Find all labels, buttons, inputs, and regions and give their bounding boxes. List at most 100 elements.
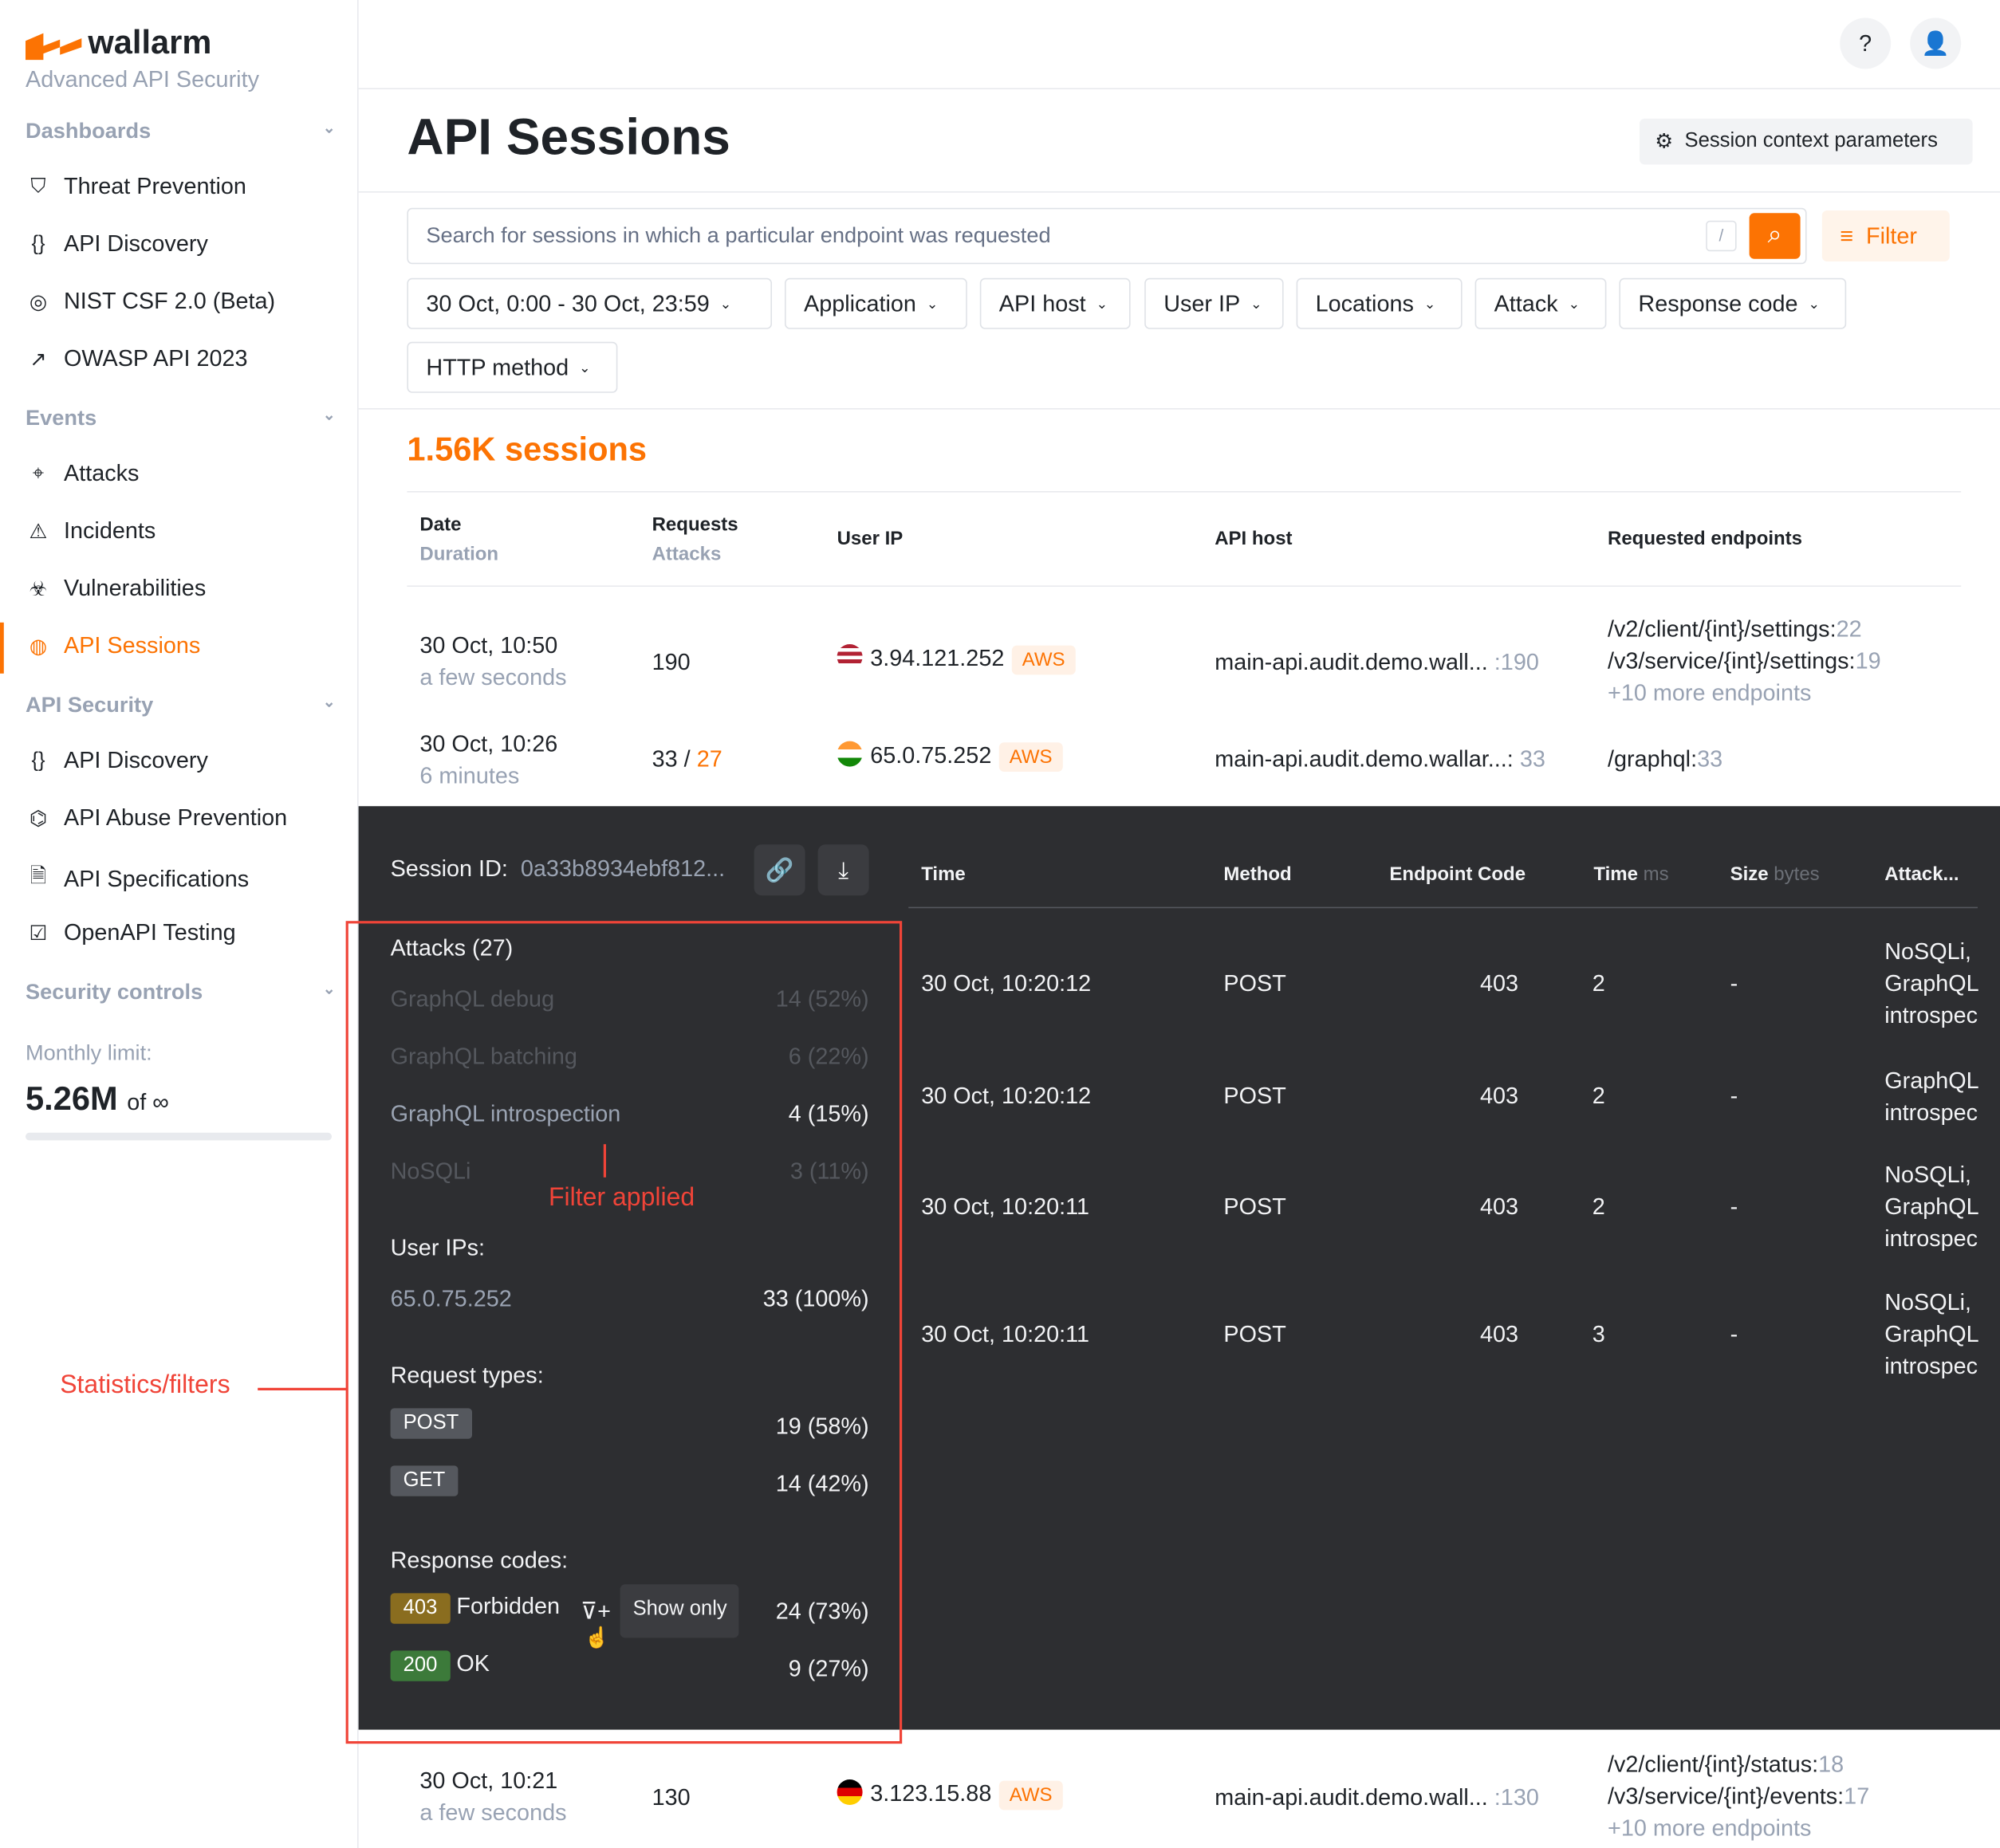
search-button[interactable]: ⌕ [1749, 213, 1801, 259]
shortcut-key: / [1706, 220, 1737, 252]
session-user-ip[interactable]: 3.123.15.88 AWS [837, 1779, 1063, 1811]
sidebar-section-events[interactable]: Events ⌄ [26, 405, 336, 431]
response-code-filter-200[interactable]: 200 OK [390, 1650, 490, 1681]
filter-chip-user-ip[interactable]: User IP ⌄ [1144, 277, 1284, 329]
session-api-host: main-api.audit.demo.wallar...: 33 [1215, 746, 1545, 772]
attack-filter-nosqli[interactable]: NoSQLi [390, 1158, 471, 1184]
annotation-line [258, 1387, 348, 1390]
session-duration: 6 minutes [419, 762, 520, 788]
help-icon[interactable]: ? [1840, 18, 1892, 69]
copy-link-button[interactable]: 🔗 [754, 844, 805, 896]
checklist-icon: ☑ [29, 922, 48, 945]
sidebar-item-vulnerabilities[interactable]: ☣ Vulnerabilities [26, 576, 207, 603]
filter-chip-response-code[interactable]: Response code ⌄ [1619, 277, 1847, 329]
col-time[interactable]: Time [921, 863, 966, 886]
col-requests[interactable]: Requests [652, 513, 738, 536]
request-size: - [1730, 970, 1738, 997]
attack-filter-graphql-batching[interactable]: GraphQL batching [390, 1043, 577, 1069]
brand-subtitle: Advanced API Security [26, 66, 259, 92]
attack-filter-graphql-debug[interactable]: GraphQL debug [390, 985, 555, 1012]
col-endpoints: Requested endpoints [1608, 528, 1803, 550]
session-user-ip[interactable]: 65.0.75.252 AWS [837, 741, 1063, 772]
monthly-limit-label: Monthly limit: [26, 1040, 152, 1065]
requested-endpoint: /v3/service/{int}/events:17 [1608, 1783, 1870, 1809]
request-time: 30 Oct, 10:20:11 [921, 1193, 1090, 1220]
response-code-count: 9 (27%) [788, 1655, 869, 1681]
download-button[interactable]: ⤓ [817, 844, 869, 896]
chevron-down-icon: ⌄ [1808, 297, 1821, 313]
chevron-down-icon: ⌄ [322, 692, 336, 711]
sidebar-item-threat-prevention[interactable]: ⛉ Threat Prevention [26, 174, 246, 201]
method-count: 19 (58%) [775, 1413, 869, 1439]
col-endpoint-code[interactable]: Endpoint Code [1389, 863, 1526, 886]
annotation-line [603, 1144, 606, 1178]
session-date[interactable]: 30 Oct, 10:26 [419, 730, 558, 757]
sidebar-item-openapi-testing[interactable]: ☑ OpenAPI Testing [26, 920, 236, 947]
sidebar-section-security-controls[interactable]: Security controls ⌄ [26, 979, 336, 1005]
session-date[interactable]: 30 Oct, 10:50 [419, 632, 558, 659]
sidebar-item-attacks[interactable]: ⌖ Attacks [26, 461, 140, 488]
attacks-title: Attacks (27) [390, 934, 514, 961]
user-ip-filter[interactable]: 65.0.75.252 [390, 1285, 512, 1311]
chevron-down-icon: ⌄ [1568, 297, 1581, 313]
filter-chip-api-host[interactable]: API host ⌄ [979, 277, 1131, 329]
sidebar-item-incidents[interactable]: ⚠ Incidents [26, 518, 156, 545]
col-size[interactable]: Size bytes [1730, 863, 1820, 886]
flag-us-icon [837, 644, 863, 670]
response-code-filter-403[interactable]: 403 Forbidden [390, 1593, 560, 1624]
chevron-down-icon: ⌄ [926, 297, 939, 313]
session-context-button[interactable]: ⚙ Session context parameters [1640, 118, 1973, 165]
sidebar-item-api-discovery[interactable]: {} API Discovery [26, 231, 207, 258]
more-endpoints-link[interactable]: +10 more endpoints [1608, 1815, 1812, 1841]
sidebar-section-api-security[interactable]: API Security ⌄ [26, 692, 336, 718]
col-time-ms[interactable]: Time ms [1593, 863, 1669, 886]
sidebar-item-owasp-api-2023[interactable]: ↗ OWASP API 2023 [26, 346, 247, 373]
request-time-ms: 2 [1592, 1083, 1605, 1109]
sidebar-item-nist-csf-2-0-beta-[interactable]: ◎ NIST CSF 2.0 (Beta) [26, 289, 275, 316]
requested-endpoint: /graphql:33 [1608, 746, 1723, 772]
request-size: - [1730, 1193, 1738, 1220]
attack-count: 4 (15%) [788, 1100, 869, 1126]
method-count: 14 (42%) [775, 1470, 869, 1496]
response-codes-title: Response codes: [390, 1547, 569, 1573]
chevron-down-icon: ⌄ [322, 405, 336, 424]
request-types-title: Request types: [390, 1362, 544, 1388]
filter-chip-locations[interactable]: Locations ⌄ [1296, 277, 1463, 329]
col-method[interactable]: Method [1223, 863, 1292, 886]
sidebar-item-api-sessions[interactable]: ◍ API Sessions [26, 633, 200, 660]
session-requests: 190 [652, 649, 691, 675]
session-api-host: main-api.audit.demo.wall... :190 [1215, 649, 1539, 675]
request-method: POST [1223, 970, 1286, 997]
request-size: - [1730, 1083, 1738, 1109]
session-user-ip[interactable]: 3.94.121.252 AWS [837, 644, 1076, 675]
filter-add-icon[interactable]: ⊽+ [581, 1598, 611, 1624]
col-attack[interactable]: Attack... [1884, 863, 1959, 886]
user-icon[interactable]: 👤 [1910, 18, 1962, 69]
filter-button[interactable]: ≡ Filter [1821, 210, 1950, 261]
method-filter-post[interactable]: POST [390, 1408, 472, 1439]
sidebar-item-api-abuse-prevention[interactable]: ⌬ API Abuse Prevention [26, 805, 287, 832]
link-icon: 🔗 [765, 856, 794, 883]
chevron-down-icon: ⌄ [1250, 297, 1262, 313]
requested-endpoint: /v2/client/{int}/status:18 [1608, 1751, 1844, 1777]
more-endpoints-link[interactable]: +10 more endpoints [1608, 679, 1812, 706]
session-date[interactable]: 30 Oct, 10:21 [419, 1767, 558, 1794]
filter-chip-http-method[interactable]: HTTP method ⌄ [407, 341, 618, 393]
filter-chip-attack[interactable]: Attack ⌄ [1474, 277, 1607, 329]
col-date[interactable]: Date [419, 513, 462, 536]
sidebar-item-api-discovery[interactable]: {} API Discovery [26, 748, 207, 775]
filter-chip-30-oct-0-00-30-oct-2[interactable]: 30 Oct, 0:00 - 30 Oct, 23:59 ⌄ [407, 277, 772, 329]
filter-chip-application[interactable]: Application ⌄ [785, 277, 967, 329]
col-attacks[interactable]: Attacks [652, 543, 722, 565]
sidebar-item-api-specifications[interactable]: 🗎 API Specifications [26, 863, 249, 897]
col-duration[interactable]: Duration [419, 543, 499, 565]
sidebar-section-dashboards[interactable]: Dashboards ⌄ [26, 118, 336, 144]
brand-name: wallarm [88, 22, 212, 61]
target-icon: ⌖ [32, 462, 45, 485]
search-input[interactable]: Search for sessions in which a particula… [407, 207, 1807, 265]
request-time: 30 Oct, 10:20:12 [921, 1083, 1092, 1109]
attack-filter-graphql-introspection[interactable]: GraphQL introspection [390, 1100, 621, 1126]
method-filter-get[interactable]: GET [390, 1465, 459, 1496]
divider [407, 491, 1962, 493]
divider [407, 585, 1962, 587]
